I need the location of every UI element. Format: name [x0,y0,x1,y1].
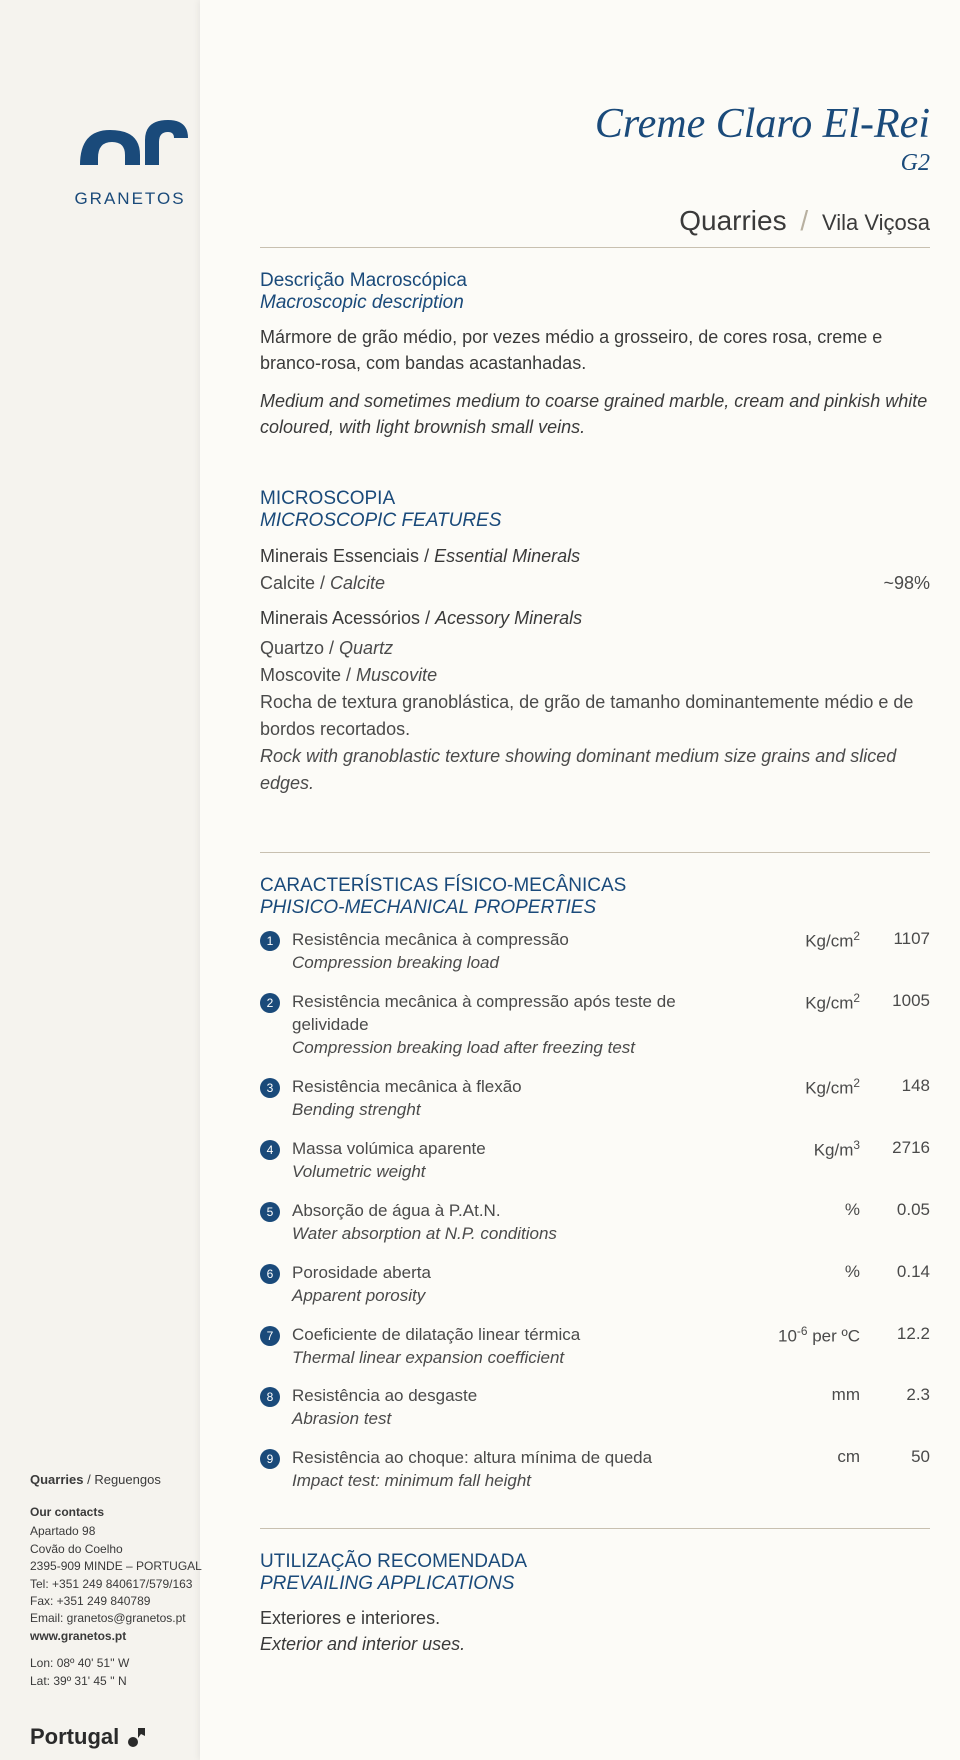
longitude: Lon: 08º 40' 51'' W [30,1655,210,1672]
contact-line: Email: granetos@granetos.pt [30,1610,210,1627]
divider [260,852,930,853]
property-row: 4 Massa volúmica aparenteVolumetric weigh… [260,1138,930,1184]
property-value: 148 [860,1076,930,1096]
property-bullet: 7 [260,1326,280,1346]
property-unit: mm [750,1385,860,1405]
property-value: 1005 [860,991,930,1011]
contact-line: Covão do Coelho [30,1541,210,1558]
property-label: Resistência mecânica à compressão após t… [292,991,750,1060]
main-content: Creme Claro El-Rei G2 Quarries / Vila Vi… [260,100,930,1657]
property-value: 2716 [860,1138,930,1158]
portugal-icon [125,1724,151,1750]
property-label: Porosidade abertaApparent porosity [292,1262,750,1308]
property-unit: cm [750,1447,860,1467]
accessory-minerals-label: Minerais Acessórios / Acessory Minerals [260,608,930,629]
property-bullet: 8 [260,1387,280,1407]
properties-heading-pt: CARACTERÍSTICAS FÍSICO-MECÂNICAS [260,875,930,897]
texture-pt: Rocha de textura granoblástica, de grão … [260,689,930,743]
description-heading-pt: Descrição Macroscópica [260,270,930,292]
property-label: Coeficiente de dilatação linear térmicaT… [292,1324,750,1370]
website: www.granetos.pt [30,1628,210,1645]
property-label: Resistência ao choque: altura mínima de … [292,1447,750,1493]
contact-line: Tel: +351 249 840617/579/163 [30,1576,210,1593]
stone-title: Creme Claro El-Rei [260,100,930,148]
microscopy-section: MICROSCOPIA MICROSCOPIC FEATURES Minerai… [260,488,930,797]
property-row: 3 Resistência mecânica à flexãoBending st… [260,1076,930,1122]
microscopy-heading-en: MICROSCOPIC FEATURES [260,510,930,532]
texture-en: Rock with granoblastic texture showing d… [260,743,930,797]
stone-code: G2 [260,150,930,177]
description-heading-en: Macroscopic description [260,292,930,314]
property-unit: Kg/m3 [750,1138,860,1161]
contact-line: Fax: +351 249 840789 [30,1593,210,1610]
property-row: 7 Coeficiente de dilatação linear térmica… [260,1324,930,1370]
property-unit: Kg/cm2 [750,1076,860,1099]
contact-line: 2395-909 MINDE – PORTUGAL [30,1558,210,1575]
property-bullet: 6 [260,1264,280,1284]
property-bullet: 4 [260,1140,280,1160]
property-row: 6 Porosidade abertaApparent porosity%0.14 [260,1262,930,1308]
property-unit: 10-6 per ºC [750,1324,860,1347]
property-bullet: 5 [260,1202,280,1222]
essential-minerals-label: Minerais Essenciais / Essential Minerals [260,546,930,567]
property-unit: % [750,1262,860,1282]
property-label: Resistência ao desgasteAbrasion test [292,1385,750,1431]
property-value: 1107 [860,929,930,949]
portugal-text: Portugal [30,1724,119,1750]
contacts-sidebar: Quarries / Reguengos Our contacts Aparta… [30,1471,210,1690]
slash-divider: / [800,205,808,236]
property-value: 0.14 [860,1262,930,1282]
mineral-percent: ~98% [883,573,930,594]
portugal-logo: Portugal [30,1724,151,1750]
company-logo: GRANETOS [70,110,190,209]
property-row: 1 Resistência mecânica à compressãoCompre… [260,929,930,975]
property-bullet: 9 [260,1449,280,1469]
property-unit: Kg/cm2 [750,991,860,1014]
property-row: 5 Absorção de água à P.At.N.Water absorpt… [260,1200,930,1246]
contacts-heading: Our contacts [30,1504,210,1521]
util-heading-pt: UTILIZAÇÃO RECOMENDADA [260,1551,930,1573]
coordinates: Lon: 08º 40' 51'' W Lat: 39º 31' 45 '' N [30,1655,210,1690]
quarries-label: Quarries [679,205,786,236]
properties-heading-en: PHISICO-MECHANICAL PROPERTIES [260,897,930,919]
util-heading-en: PREVAILING APPLICATIONS [260,1573,930,1595]
divider [260,247,930,248]
util-text-pt: Exteriores e interiores. [260,1605,930,1631]
property-value: 50 [860,1447,930,1467]
property-value: 2.3 [860,1385,930,1405]
mineral-name: Calcite / Calcite [260,573,385,594]
property-bullet: 2 [260,993,280,1013]
property-label: Massa volúmica aparenteVolumetric weight [292,1138,750,1184]
essential-mineral-row: Calcite / Calcite ~98% [260,573,930,594]
property-bullet: 1 [260,931,280,951]
divider [260,1528,930,1529]
property-row: 8 Resistência ao desgasteAbrasion testmm2… [260,1385,930,1431]
property-unit: Kg/cm2 [750,929,860,952]
property-label: Resistência mecânica à compressãoCompres… [292,929,750,975]
property-bullet: 3 [260,1078,280,1098]
contact-line: Apartado 98 [30,1523,210,1540]
latitude: Lat: 39º 31' 45 '' N [30,1673,210,1690]
company-name: GRANETOS [70,189,190,209]
sidebar-quarries: Quarries / Reguengos [30,1471,210,1490]
description-text-en: Medium and sometimes medium to coarse gr… [260,388,930,440]
property-unit: % [750,1200,860,1220]
utilization-section: UTILIZAÇÃO RECOMENDADA PREVAILING APPLIC… [260,1528,930,1657]
quarries-heading: Quarries / Vila Viçosa [260,205,930,237]
microscopy-heading-pt: MICROSCOPIA [260,488,930,510]
description-text-pt: Mármore de grão médio, por vezes médio a… [260,324,930,376]
property-row: 2 Resistência mecânica à compressão após … [260,991,930,1060]
util-text-en: Exterior and interior uses. [260,1631,930,1657]
property-label: Resistência mecânica à flexãoBending str… [292,1076,750,1122]
property-value: 12.2 [860,1324,930,1344]
properties-section: CARACTERÍSTICAS FÍSICO-MECÂNICAS PHISICO… [260,852,930,1657]
accessory-minerals-list: Quartzo / Quartz Moscovite / Muscovite R… [260,635,930,797]
property-row: 9 Resistência ao choque: altura mínima de… [260,1447,930,1493]
property-value: 0.05 [860,1200,930,1220]
property-label: Absorção de água à P.At.N.Water absorpti… [292,1200,750,1246]
quarry-location: Vila Viçosa [822,210,930,235]
